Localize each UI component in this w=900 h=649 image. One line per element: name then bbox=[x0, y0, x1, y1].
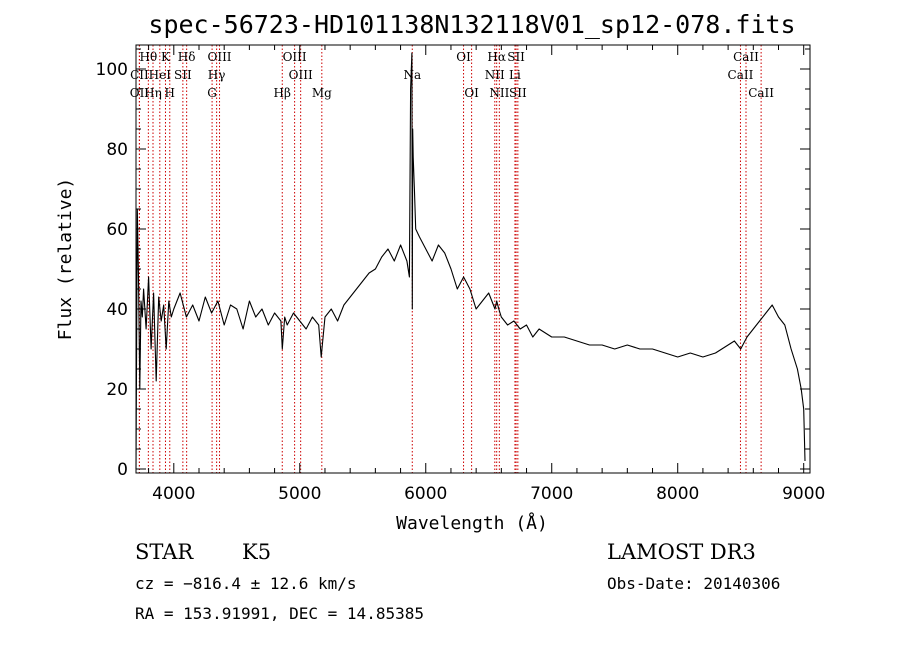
emission-line-label: OIII bbox=[289, 68, 313, 82]
emission-line-label: OIII bbox=[207, 50, 231, 64]
x-tick-label: 8000 bbox=[656, 484, 699, 504]
x-tick-label: 6000 bbox=[404, 484, 447, 504]
object-subclass: K5 bbox=[242, 540, 271, 564]
emission-line-label: SII bbox=[174, 68, 192, 82]
emission-line-label: Li bbox=[509, 68, 521, 82]
emission-line-markers bbox=[138, 45, 762, 473]
y-axis-ticks: 0 20 40 60 80 100 bbox=[96, 48, 810, 480]
x-tick-label: 4000 bbox=[152, 484, 195, 504]
survey-name: LAMOST DR3 bbox=[607, 540, 756, 564]
y-tick-label: 60 bbox=[106, 220, 128, 240]
emission-line-label: OI bbox=[456, 50, 471, 64]
redshift-cz: cz = −816.4 ± 12.6 km/s bbox=[135, 574, 357, 593]
emission-line-label: NII bbox=[489, 86, 509, 100]
emission-line-label: Mg bbox=[312, 86, 332, 100]
emission-line-label: G bbox=[207, 86, 217, 100]
emission-line-label: Hδ bbox=[178, 50, 196, 64]
chart-title: spec-56723-HD101138N132118V01_sp12-078.f… bbox=[148, 10, 795, 39]
emission-line-label: Hγ bbox=[208, 68, 226, 82]
emission-line-label: Hη bbox=[144, 86, 162, 100]
y-tick-label: 80 bbox=[106, 140, 128, 160]
x-axis-label: Wavelength (Å) bbox=[396, 512, 548, 534]
y-axis-label: Flux (relative) bbox=[55, 178, 76, 341]
emission-line-label: OI bbox=[464, 86, 479, 100]
object-class: STAR bbox=[135, 540, 194, 564]
emission-line-label: CaII bbox=[748, 86, 774, 100]
y-tick-label: 100 bbox=[96, 60, 128, 80]
emission-line-label: K bbox=[161, 50, 171, 64]
emission-line-label: Hα bbox=[487, 50, 506, 64]
emission-line-label: CaII bbox=[733, 50, 759, 64]
y-tick-label: 40 bbox=[106, 300, 128, 320]
emission-line-label: HeI bbox=[149, 68, 172, 82]
observation-date: Obs-Date: 20140306 bbox=[607, 574, 780, 593]
spectrum-series bbox=[135, 52, 806, 470]
emission-line-label: CII bbox=[130, 68, 149, 82]
x-axis-ticks: 4000 5000 6000 7000 8000 9000 bbox=[148, 45, 825, 504]
x-tick-label: 5000 bbox=[278, 484, 321, 504]
emission-line-label: CaII bbox=[728, 68, 754, 82]
y-tick-label: 0 bbox=[117, 460, 128, 480]
emission-line-label: SII bbox=[509, 86, 527, 100]
spectrum-line bbox=[135, 52, 806, 470]
emission-line-label: SII bbox=[507, 50, 525, 64]
plot-frame bbox=[135, 44, 811, 474]
ra-dec-coordinates: RA = 153.91991, DEC = 14.85385 bbox=[135, 604, 424, 623]
x-tick-label: 9000 bbox=[782, 484, 825, 504]
emission-line-label: Hθ bbox=[139, 50, 157, 64]
emission-line-label: OIII bbox=[283, 50, 307, 64]
emission-line-label: H bbox=[165, 86, 175, 100]
emission-line-label: NII bbox=[485, 68, 505, 82]
y-tick-label: 20 bbox=[106, 380, 128, 400]
x-tick-label: 7000 bbox=[530, 484, 573, 504]
emission-line-label: OII bbox=[130, 86, 150, 100]
emission-line-label: Hβ bbox=[274, 86, 291, 100]
